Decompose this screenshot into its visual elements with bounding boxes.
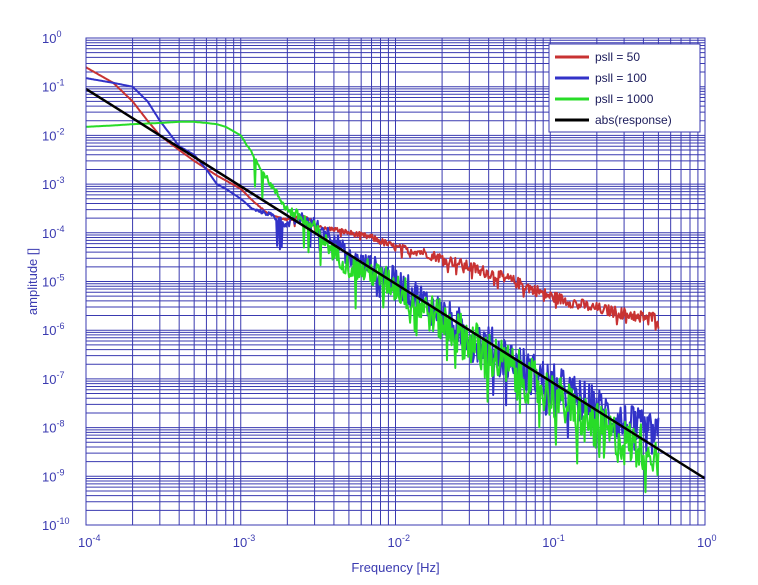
legend-box [548,43,701,133]
x-tick-label: 100 [697,533,716,550]
y-tick-label: 100 [42,29,61,46]
legend: psll = 50 psll = 100 psll = 1000 abs(respon… [548,43,701,133]
legend-label: psll = 50 [595,50,640,64]
legend-label: abs(response) [595,113,672,127]
legend-label: psll = 100 [595,71,647,85]
series-line [85,120,660,494]
legend-label: psll = 1000 [595,92,654,106]
series-line [85,66,660,331]
y-tick-label: 10-7 [42,370,64,387]
y-tick-label: 10-8 [42,419,64,436]
series-line [85,87,706,480]
y-axis-label: amplitude [] [25,248,40,315]
x-tick-label: 10-2 [388,533,410,550]
x-axis-label: Frequency [Hz] [351,560,439,575]
x-tick-label: 10-3 [233,533,255,550]
x-tick-labels: 10-4 10-3 10-2 10-1 100 [78,533,716,550]
y-tick-label: 10-9 [42,467,64,484]
y-tick-label: 10-6 [42,321,64,338]
y-tick-label: 10-4 [42,224,64,241]
y-tick-label: 10-10 [42,516,69,533]
y-tick-label: 10-5 [42,273,64,290]
plot-frame [85,37,706,526]
y-tick-label: 10-1 [42,78,64,95]
x-tick-label: 10-1 [542,533,564,550]
y-tick-label: 10-3 [42,175,64,192]
y-tick-label: 10-2 [42,126,64,143]
x-tick-label: 10-4 [78,533,100,550]
series-layer [85,66,706,494]
y-tick-labels: 100 10-1 10-2 10-3 10-4 10-5 10-6 10-7 10-8 10-9 1… [42,29,69,533]
